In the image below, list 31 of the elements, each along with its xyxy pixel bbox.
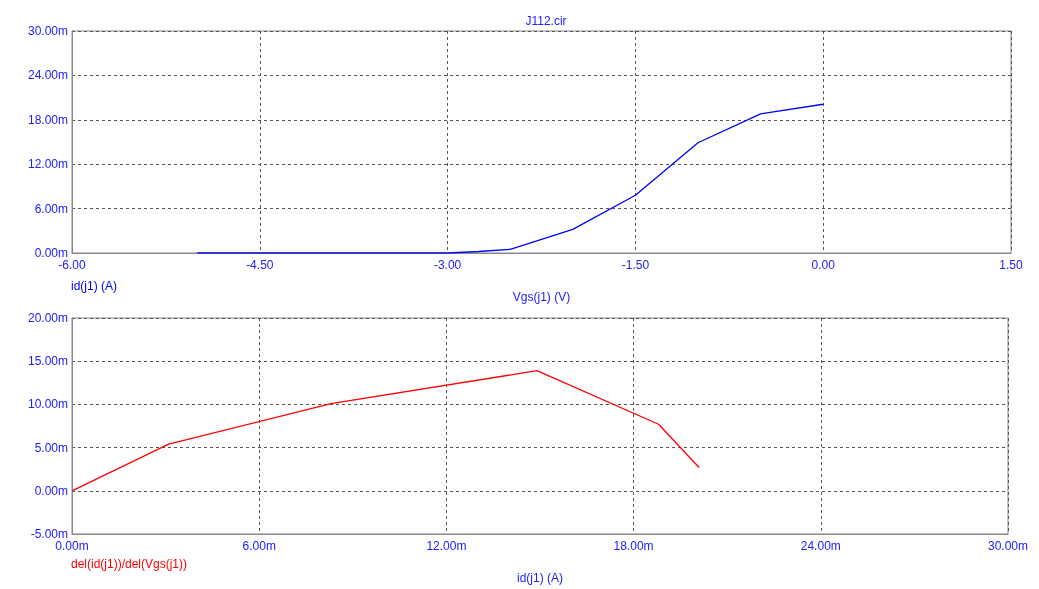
line-series [71,370,700,492]
x-tick-label: -1.50 [621,258,650,272]
x-tick-label: 0.00m [55,539,89,553]
y-tick-label: 10.00m [27,397,68,412]
x-tick-label: 6.00m [242,539,276,553]
x-tick-label: 24.00m [800,539,841,553]
y-tick-label: 12.00m [27,157,68,172]
text: del(id(j1))/del(Vgs(j1)) [71,557,188,571]
y-tick-label: -5.00m [30,527,68,541]
x-tick-label: -4.50 [246,258,274,272]
y-tick-label: 0.00m [34,483,68,498]
x-axis-title: Vgs(j1) (V) [512,290,571,304]
y-tick-label: 18.00m [27,112,68,127]
chart-title: J112.cir [525,14,567,28]
y-tick-label: 15.00m [27,354,68,369]
y-tick-label: 6.00m [34,201,68,216]
y-tick-label: 20.00m [27,311,68,325]
y-tick-label: 0.00m [34,246,68,260]
line-series [196,103,824,254]
x-axis-title: id(j1) (A) [516,571,563,585]
x-tick-label: 30.00m [987,539,1028,553]
x-tick-label: 18.00m [613,539,654,553]
y-tick-label: 24.00m [27,68,68,83]
x-tick-label: 0.00 [811,258,836,272]
x-tick-label: -3.00 [433,258,462,272]
x-tick-label: 12.00m [426,539,467,553]
text: id(j1) (A) [71,279,118,293]
y-tick-label: 30.00m [27,24,68,38]
y-tick-label: 5.00m [34,440,68,455]
x-tick-label: 1.50 [999,258,1023,272]
x-tick-label: -6.00 [58,258,86,272]
